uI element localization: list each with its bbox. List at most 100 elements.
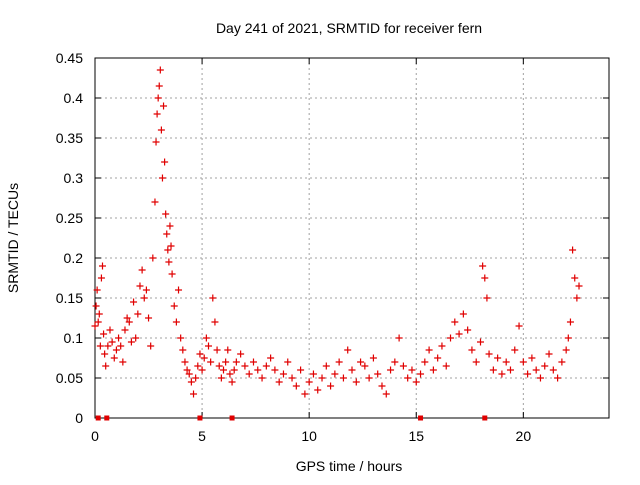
data-point xyxy=(365,374,373,382)
data-point xyxy=(156,66,164,74)
data-point xyxy=(237,350,245,358)
data-point xyxy=(161,158,169,166)
data-point xyxy=(205,342,213,350)
x-tick-label: 5 xyxy=(198,428,206,444)
data-point xyxy=(395,334,403,342)
data-point xyxy=(305,378,313,386)
data-point xyxy=(168,270,176,278)
data-point xyxy=(477,338,484,346)
y-tick-label: 0.35 xyxy=(56,130,83,146)
data-point xyxy=(297,366,305,374)
data-point xyxy=(391,358,399,366)
data-point xyxy=(145,314,153,322)
baseline-marker xyxy=(95,415,101,421)
data-point xyxy=(117,342,125,350)
data-point xyxy=(344,346,352,354)
data-point xyxy=(249,358,257,366)
data-point xyxy=(262,362,270,370)
data-point xyxy=(194,362,202,370)
data-point xyxy=(226,370,234,378)
data-point xyxy=(94,318,102,326)
data-point xyxy=(498,370,506,378)
data-point xyxy=(222,358,230,366)
data-point xyxy=(571,274,579,282)
data-point xyxy=(288,374,296,382)
data-point xyxy=(541,362,549,370)
data-point xyxy=(157,126,165,134)
data-point xyxy=(97,274,105,282)
data-point xyxy=(215,362,223,370)
data-point xyxy=(327,382,335,390)
plot-border xyxy=(94,57,610,419)
data-point xyxy=(335,358,343,366)
data-point xyxy=(494,354,502,362)
data-point xyxy=(91,322,99,330)
data-point xyxy=(228,378,236,386)
data-point xyxy=(348,366,356,374)
data-point xyxy=(123,314,131,322)
data-point xyxy=(481,274,489,282)
data-point xyxy=(515,322,523,330)
data-point xyxy=(472,358,480,366)
data-point xyxy=(190,390,198,398)
data-point xyxy=(425,346,433,354)
data-point xyxy=(575,282,583,290)
data-point xyxy=(213,346,221,354)
axis-ticks: 0 0.05 0.1 0.15 0.2 0.25 0.3 0.35 0.4 0.45 0 5 10 15 2… xyxy=(56,50,609,444)
data-point xyxy=(399,362,407,370)
data-point xyxy=(378,382,386,390)
chart-title: Day 241 of 2021, SRMTID for receiver fer… xyxy=(216,20,482,36)
data-point xyxy=(172,318,180,326)
data-point xyxy=(170,302,178,310)
data-point xyxy=(181,358,189,366)
data-point xyxy=(160,102,168,110)
data-point xyxy=(506,366,514,374)
data-point xyxy=(566,318,574,326)
data-point xyxy=(142,286,150,294)
data-point xyxy=(136,282,144,290)
data-point xyxy=(220,366,227,374)
data-point xyxy=(483,294,491,302)
y-tick-label: 0.2 xyxy=(64,250,84,266)
data-point xyxy=(155,82,163,90)
data-point xyxy=(179,346,187,354)
data-point xyxy=(125,318,133,326)
data-point xyxy=(374,370,382,378)
data-point xyxy=(209,294,217,302)
data-point xyxy=(309,370,317,378)
data-point xyxy=(230,366,238,374)
baseline-marker xyxy=(418,415,424,421)
data-point xyxy=(279,370,287,378)
data-point xyxy=(408,366,416,374)
data-point xyxy=(92,302,100,310)
data-point xyxy=(564,334,572,342)
data-point xyxy=(211,318,219,326)
data-point xyxy=(241,362,249,370)
data-point xyxy=(130,298,138,306)
data-point xyxy=(361,362,369,370)
data-point xyxy=(98,262,106,270)
data-point xyxy=(112,346,120,354)
y-axis-label: SRMTID / TECUs xyxy=(5,183,21,293)
data-point xyxy=(502,358,510,366)
data-point xyxy=(104,342,112,350)
data-point xyxy=(115,334,123,342)
data-point xyxy=(489,366,497,374)
data-points xyxy=(91,66,583,398)
data-point xyxy=(387,366,395,374)
data-point xyxy=(447,334,455,342)
data-point xyxy=(511,346,519,354)
data-point xyxy=(100,330,108,338)
data-point xyxy=(127,338,135,346)
data-point xyxy=(158,174,166,182)
data-point xyxy=(152,138,160,146)
data-point xyxy=(183,366,191,374)
data-point xyxy=(524,370,532,378)
data-point xyxy=(301,390,309,398)
data-point xyxy=(314,386,322,394)
data-point xyxy=(102,362,110,370)
y-tick-label: 0.25 xyxy=(56,210,83,226)
data-point xyxy=(175,286,183,294)
